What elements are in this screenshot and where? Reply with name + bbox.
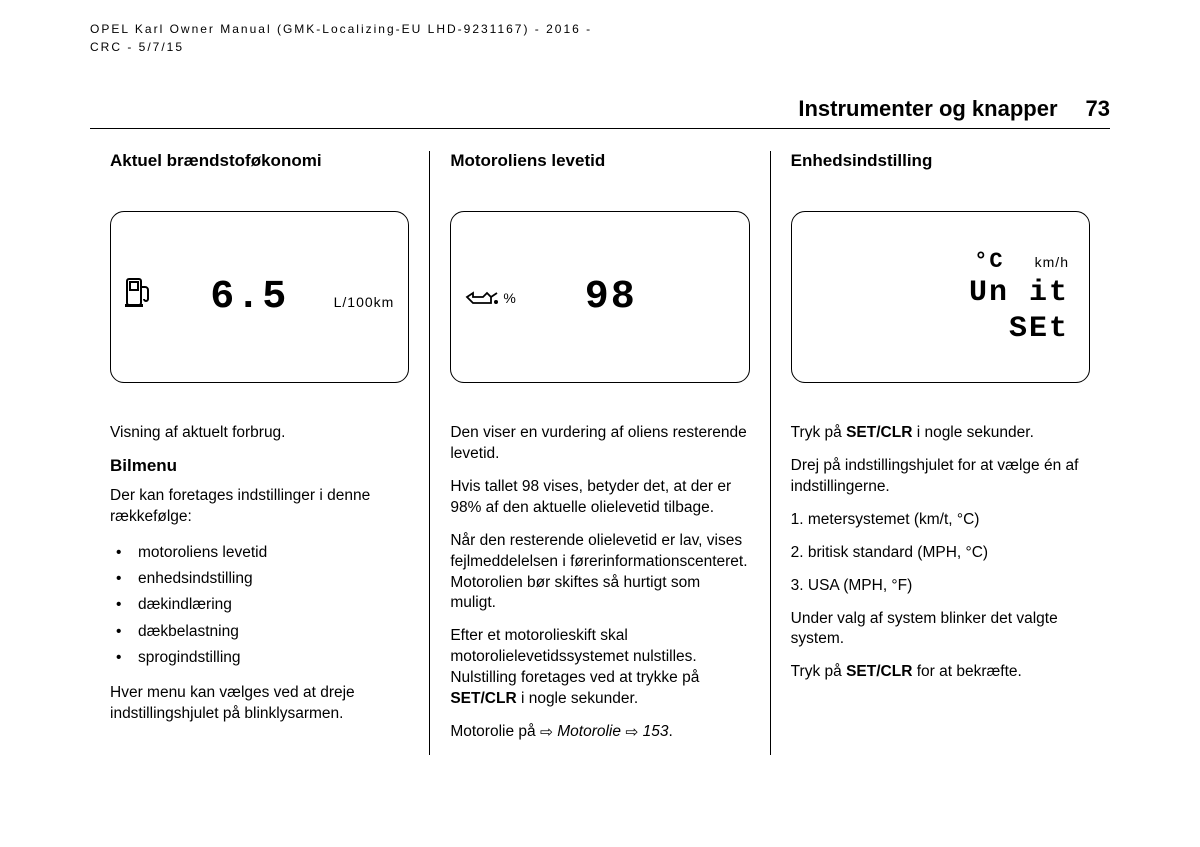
setclr-label: SET/CLR <box>450 690 516 707</box>
unit-line1: Un it <box>812 276 1069 310</box>
col3-p2: Drej på indstillingshjulet for at vælge … <box>791 456 1090 498</box>
col2-para3: Når den resterende olielevetid er lav, v… <box>450 531 749 615</box>
col2-ref: Motorolie på ⇨ Motorolie ⇨ 153. <box>450 722 749 743</box>
list-item: sprogindstilling <box>110 645 409 671</box>
list-item: motoroliens levetid <box>110 540 409 566</box>
oil-life-display: % 98 <box>450 211 749 383</box>
page-number: 73 <box>1086 96 1110 122</box>
fuel-pump-icon <box>125 277 165 307</box>
col1-heading: Aktuel brændstoføkonomi <box>110 151 409 171</box>
oil-value: 98 <box>527 275 695 320</box>
manual-page: OPEL Karl Owner Manual (GMK-Localizing-E… <box>0 0 1200 847</box>
col3-p4: Tryk på SET/CLR for at bekræfte. <box>791 662 1090 683</box>
text-fragment: i nogle sekunder. <box>912 424 1034 441</box>
unit-line2: SEt <box>812 312 1069 346</box>
text-fragment: Tryk på <box>791 424 846 441</box>
unit-speed: km/h <box>1035 254 1069 270</box>
col2-para1: Den viser en vurdering af oliens restere… <box>450 423 749 465</box>
unit-temp: °C <box>974 249 1004 274</box>
col1-para3: Hver menu kan vælges ved at dreje indsti… <box>110 683 409 725</box>
column-2: Motoroliens levetid % 98 Den viser <box>429 151 769 755</box>
col1-bullets: motoroliens levetid enhedsindstilling dæ… <box>110 540 409 672</box>
setclr-label: SET/CLR <box>846 663 912 680</box>
col3-l3: 3. USA (MPH, °F) <box>791 576 1090 597</box>
text-fragment: Motorolie på <box>450 723 540 740</box>
col1-para1: Visning af aktuelt forbrug. <box>110 423 409 444</box>
xref-arrow-icon: ⇨ <box>540 723 553 744</box>
section-title: Instrumenter og knapper <box>798 96 1057 122</box>
col2-para4: Efter et motorolieskift skal motoroliele… <box>450 626 749 710</box>
col3-l2: 2. britisk standard (MPH, °C) <box>791 543 1090 564</box>
column-1: Aktuel brændstoføkonomi 6.5 L/100km <box>90 151 429 755</box>
content-columns: Aktuel brændstoføkonomi 6.5 L/100km <box>90 151 1110 755</box>
text-fragment: Efter et motorolieskift skal motoroliele… <box>450 627 699 686</box>
setclr-label: SET/CLR <box>846 424 912 441</box>
col3-p3: Under valg af system blinker det valgte … <box>791 609 1090 651</box>
fuel-economy-display: 6.5 L/100km <box>110 211 409 383</box>
text-fragment: i nogle sekunder. <box>517 690 639 707</box>
oil-percent-label: % <box>503 290 516 306</box>
col3-p1: Tryk på SET/CLR i nogle sekunder. <box>791 423 1090 444</box>
list-item: dækindlæring <box>110 592 409 618</box>
column-3: Enhedsindstilling °C km/h Un it SEt Tryk… <box>770 151 1110 755</box>
text-fragment: Tryk på <box>791 663 846 680</box>
col2-heading: Motoroliens levetid <box>450 151 749 171</box>
xref-page: 153 <box>643 723 669 740</box>
list-item: dækbelastning <box>110 619 409 645</box>
running-head: Instrumenter og knapper 73 <box>90 96 1110 129</box>
doc-meta-line1: OPEL Karl Owner Manual (GMK-Localizing-E… <box>90 20 1110 38</box>
doc-meta-line2: CRC - 5/7/15 <box>90 38 1110 56</box>
col3-l1: 1. metersystemet (km/t, °C) <box>791 510 1090 531</box>
fuel-value: 6.5 <box>210 275 288 320</box>
col1-subhead: Bilmenu <box>110 456 409 476</box>
doc-meta: OPEL Karl Owner Manual (GMK-Localizing-E… <box>90 20 1110 56</box>
unit-setting-display: °C km/h Un it SEt <box>791 211 1090 383</box>
text-fragment: for at bekræfte. <box>912 663 1021 680</box>
fuel-unit: L/100km <box>334 294 395 310</box>
oil-can-icon: % <box>465 289 516 307</box>
xref-arrow-icon: ⇨ <box>625 723 638 744</box>
list-item: enhedsindstilling <box>110 566 409 592</box>
col2-para2: Hvis tallet 98 vises, betyder det, at de… <box>450 477 749 519</box>
col1-para2: Der kan foretages indstillinger i denne … <box>110 486 409 528</box>
col3-heading: Enhedsindstilling <box>791 151 1090 171</box>
xref-link: Motorolie <box>557 723 621 740</box>
